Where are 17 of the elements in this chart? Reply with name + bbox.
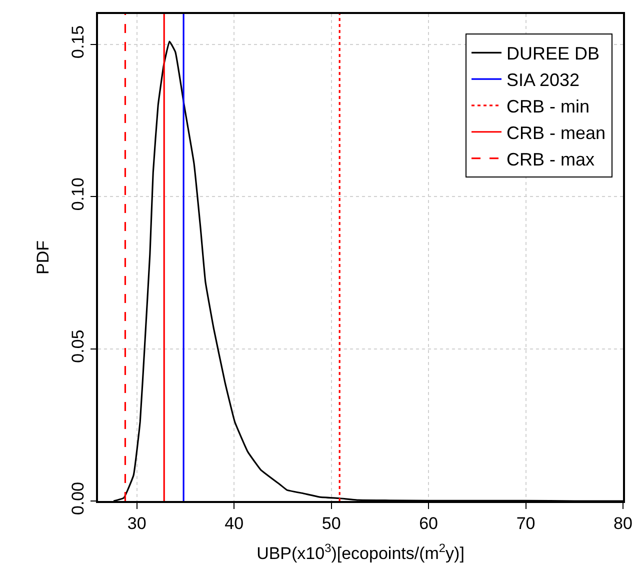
y-tick-label: 0.15 [68, 25, 88, 58]
y-tick-label: 0.10 [68, 178, 88, 211]
x-axis-title: UBP(x10$^{3}$)[ecopoints/(m$^{2}$y)] [256, 540, 464, 564]
x-tick-label: 50 [322, 514, 341, 534]
y-axis-title: PDF [34, 240, 52, 274]
x-tick-label: 30 [127, 514, 146, 534]
legend-label: DUREE DB [506, 44, 600, 64]
x-tick-label: 40 [224, 514, 244, 534]
y-tick-label: 0.05 [68, 330, 88, 363]
x-tick-label: 70 [516, 514, 536, 534]
legend-label: CRB - max [506, 149, 595, 170]
legend-label: CRB - mean [506, 122, 606, 143]
y-tick-label: 0.00 [68, 482, 88, 515]
legend-label: SIA 2032 [506, 70, 580, 90]
x-tick-label: 60 [419, 514, 438, 534]
x-tick-label: 80 [614, 514, 632, 534]
legend-label: CRB - min [506, 96, 590, 116]
